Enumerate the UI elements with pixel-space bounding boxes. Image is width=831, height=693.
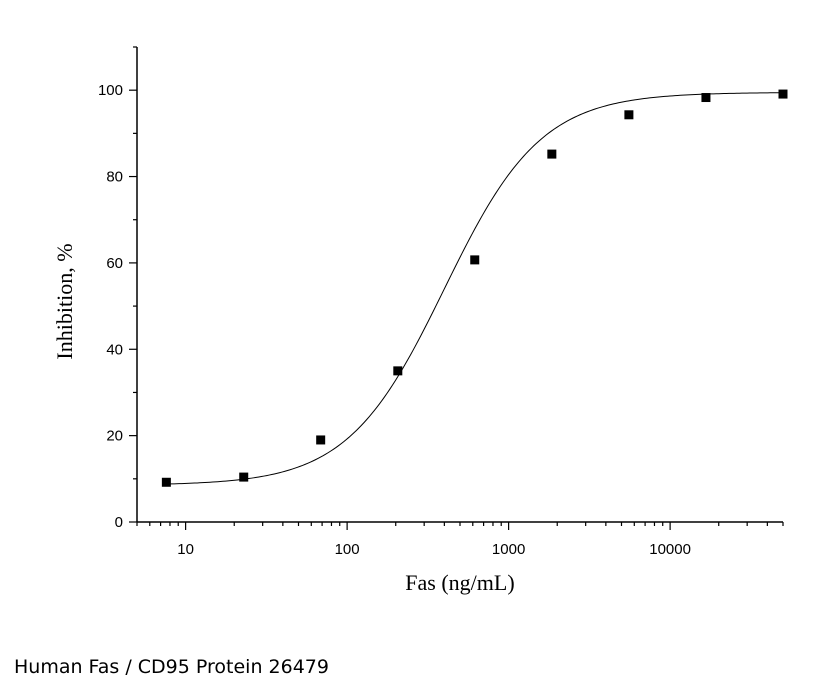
data-points [161,89,788,487]
data-point [470,255,480,265]
y-tick-label: 20 [106,428,123,445]
y-tick-label: 100 [98,82,123,99]
x-axis-title: Fas (ng/mL) [405,570,514,595]
fit-curve [166,92,784,485]
y-tick-label: 80 [106,169,123,186]
figure-caption: Human Fas / CD95 Protein 26479 [14,656,329,678]
x-tick-label: 100 [335,541,360,558]
y-tick-label: 0 [115,514,123,531]
data-point [778,89,788,99]
x-tick-label: 10000 [649,541,691,558]
data-point [547,149,557,159]
data-point [239,472,249,482]
y-tick-label: 60 [106,255,123,272]
data-point [161,477,171,487]
axis-ticks [129,46,784,530]
x-tick-label: 1000 [492,541,525,558]
data-point [624,110,634,120]
data-point [393,366,403,376]
y-axis-title: Inhibition, % [52,243,77,359]
x-tick-label: 10 [177,541,194,558]
data-point [701,93,711,103]
axes [136,47,783,523]
axis-tick-labels: 0 20 40 60 80 100 10 100 1000 10000 [98,82,691,558]
data-point [316,435,326,445]
y-tick-label: 40 [106,341,123,358]
